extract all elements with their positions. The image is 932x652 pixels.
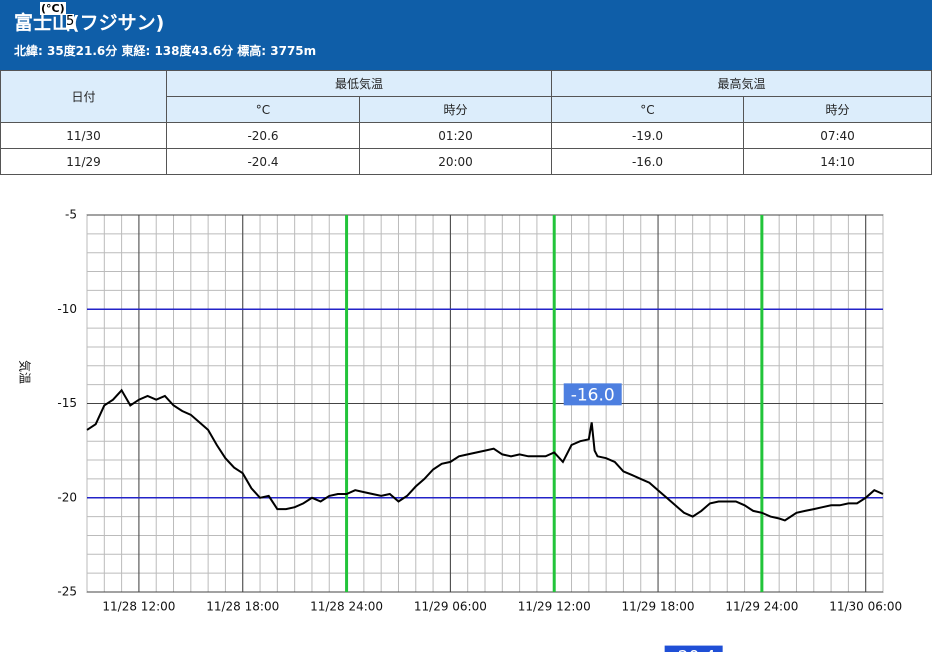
overlay-text: 5 bbox=[66, 14, 75, 29]
x-tick-label: 11/28 24:00 bbox=[310, 600, 383, 614]
header-row: 日付 最低気温 最高気温 bbox=[0, 70, 932, 123]
subheader-row: °C 時分 °C 時分 bbox=[1, 96, 932, 123]
column-header: °C bbox=[551, 96, 744, 123]
header: 富士山(フジサン) (°C) 5 北緯: 35度21.6分 東経: 138度43… bbox=[0, 0, 932, 70]
overlay-text: (°C) bbox=[40, 2, 66, 15]
x-tick-label: 11/29 06:00 bbox=[414, 600, 487, 614]
y-axis-label: 気温 bbox=[18, 360, 33, 384]
temperature-line bbox=[86, 388, 884, 522]
station-title: 富士山(フジサン) bbox=[14, 12, 165, 34]
cell: -16.0 bbox=[551, 148, 744, 175]
cell: 20:00 bbox=[359, 148, 552, 175]
x-tick-label: 11/28 18:00 bbox=[206, 600, 279, 614]
column-header: °C bbox=[166, 96, 360, 123]
x-tick-label: 11/29 18:00 bbox=[622, 600, 695, 614]
row: 11/29 -20.4 20:00 -16.0 14:10 bbox=[0, 148, 932, 175]
annotation-label: -16.0 bbox=[571, 385, 615, 405]
column-header: 時分 bbox=[359, 96, 552, 123]
x-tick-label: 11/28 12:00 bbox=[102, 600, 175, 614]
cell: -20.4 bbox=[166, 148, 360, 175]
cell: 11/30 bbox=[0, 122, 167, 149]
x-tick-label: 11/29 12:00 bbox=[518, 600, 591, 614]
cell: 11/29 bbox=[0, 148, 167, 175]
y-tick-label: -15 bbox=[57, 396, 77, 410]
y-tick-label: -25 bbox=[57, 585, 77, 599]
row: 11/30 -20.6 01:20 -19.0 07:40 bbox=[0, 122, 932, 149]
annotation-box bbox=[664, 645, 723, 652]
y-tick-label: -10 bbox=[57, 302, 77, 316]
y-tick-label: -20 bbox=[57, 490, 77, 504]
cell: 01:20 bbox=[359, 122, 552, 149]
station-info: 北緯: 35度21.6分 東経: 138度43.6分 標高: 3775m bbox=[14, 44, 317, 58]
cell: 14:10 bbox=[743, 148, 932, 175]
y-tick-label: -5 bbox=[65, 208, 77, 222]
cell: -20.6 bbox=[166, 122, 360, 149]
group-header: 最高気温 bbox=[551, 70, 932, 97]
temperature-table: 日付 最低気温 最高気温 °C 時分 °C 時分 11/30 -20.6 01:20… bbox=[0, 70, 932, 175]
x-tick-label: 11/30 06:00 bbox=[829, 600, 902, 614]
annotation-box bbox=[563, 383, 622, 406]
annotation-label: -20.4 bbox=[672, 648, 716, 652]
x-tick-label: 11/29 24:00 bbox=[725, 600, 798, 614]
